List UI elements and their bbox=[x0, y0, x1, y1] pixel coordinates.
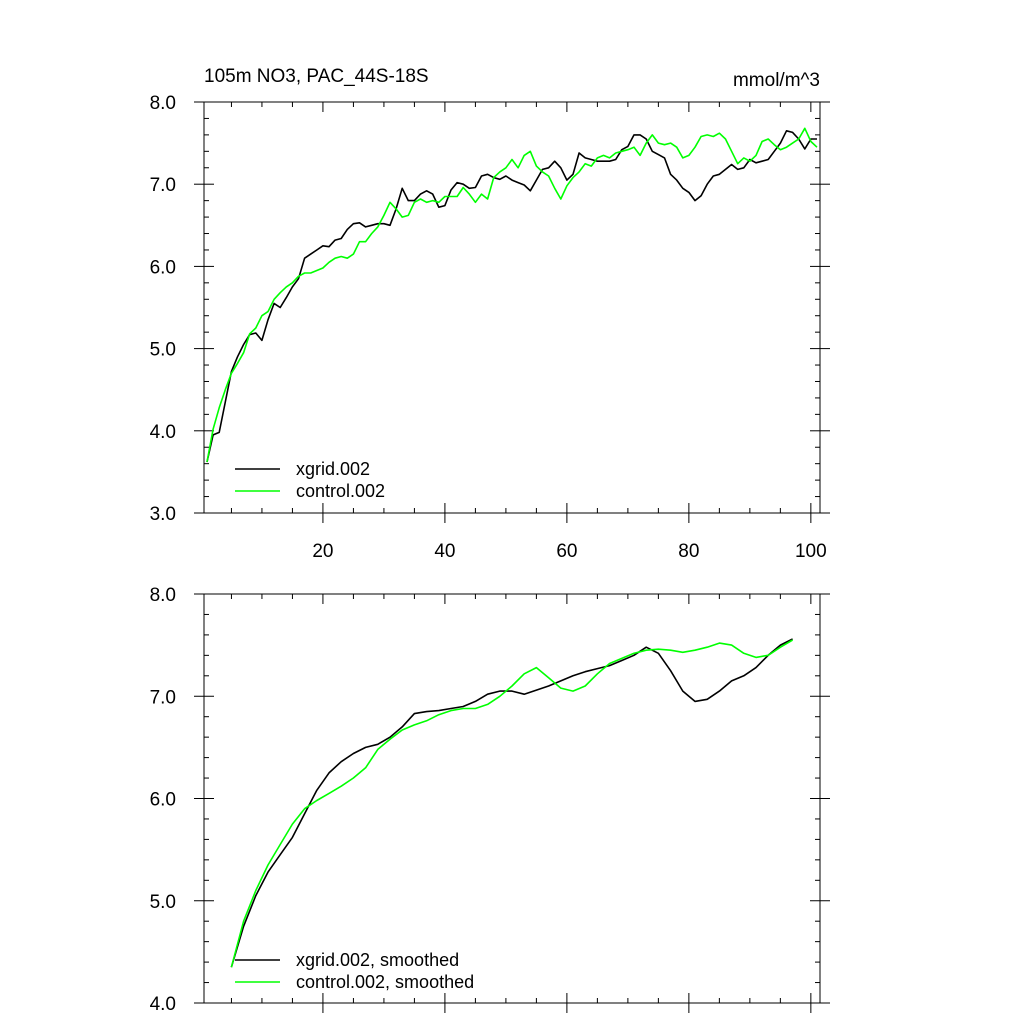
series-line-control bbox=[230, 639, 794, 968]
legend-label: control.002, smoothed bbox=[296, 972, 474, 992]
y-tick-label: 4.0 bbox=[150, 994, 176, 1015]
x-tick-label: 40 bbox=[434, 541, 455, 562]
chart-title: 105m NO3, PAC_44S-18S bbox=[204, 66, 429, 87]
y-tick-label: 3.0 bbox=[150, 504, 176, 525]
top-panel: 20 40 60 80 100 3.0 4.0 5.0 6.0 7.0 8.0 xgrid.002co… bbox=[150, 93, 830, 562]
series-line-xgrid bbox=[230, 638, 793, 968]
x-tick-label: 100 bbox=[795, 541, 827, 562]
units-label: mmol/m^3 bbox=[733, 70, 820, 91]
series-line-xgrid bbox=[206, 130, 817, 463]
x-tick-label: 60 bbox=[556, 541, 577, 562]
y-tick-label: 5.0 bbox=[150, 340, 176, 361]
plot-frame bbox=[203, 101, 821, 514]
y-tick-label: 8.0 bbox=[150, 93, 176, 114]
y-tick-label: 4.0 bbox=[150, 422, 176, 443]
series-line-control bbox=[206, 127, 818, 463]
y-tick-label: 7.0 bbox=[150, 175, 176, 196]
y-tick-label: 8.0 bbox=[150, 585, 176, 606]
legend-label: xgrid.002, smoothed bbox=[296, 950, 459, 970]
x-tick-label: 80 bbox=[678, 541, 699, 562]
y-tick-label: 5.0 bbox=[150, 892, 176, 913]
x-tick-label: 20 bbox=[312, 541, 333, 562]
bottom-panel: 4.0 5.0 6.0 7.0 8.0 xgrid.002, smoothedcontro… bbox=[150, 585, 830, 1015]
y-tick-label: 7.0 bbox=[150, 687, 176, 708]
y-tick-label: 6.0 bbox=[150, 257, 176, 278]
y-tick-label: 6.0 bbox=[150, 790, 176, 811]
legend-label: control.002 bbox=[296, 481, 385, 501]
legend-label: xgrid.002 bbox=[296, 459, 370, 479]
